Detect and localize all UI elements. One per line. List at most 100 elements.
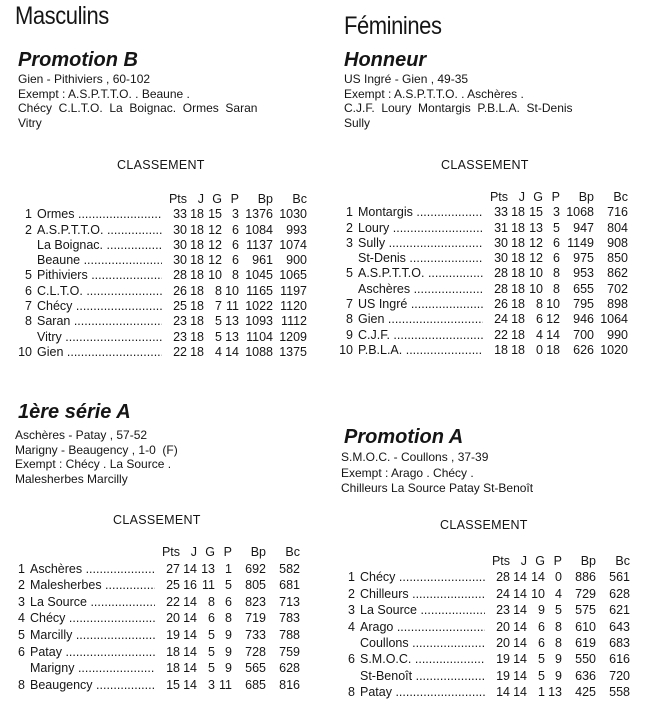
stat-bc: 561 [609, 570, 630, 585]
dot-leader: ........................................… [83, 253, 162, 268]
column-header-j: J [190, 545, 197, 559]
stat-pts: 14 [496, 685, 510, 700]
stat-g: 4 [215, 344, 222, 359]
team-cell: Chécy ..................................… [32, 299, 162, 314]
stat-bp: 961 [252, 253, 273, 268]
stat-bc: 628 [279, 661, 300, 676]
stat-pts: 20 [496, 619, 510, 634]
team-name: Loury [358, 220, 390, 235]
team-cell: Vitry ..................................… [32, 330, 162, 345]
rank: 3 [348, 603, 355, 618]
stat-j: 18 [511, 327, 525, 342]
team-name: Patay [30, 644, 62, 659]
rank: 2 [18, 578, 25, 593]
stat-bc: 993 [286, 222, 307, 237]
team-name: C.J.F. [358, 327, 390, 342]
stat-p: 14 [546, 327, 560, 342]
column-header-bp: Bp [250, 545, 266, 559]
stat-p: 6 [225, 594, 232, 609]
stat-g: 15 [529, 205, 543, 220]
team-name: Chécy [37, 299, 73, 314]
table-row: St-Denis ...............................… [333, 251, 628, 266]
stat-p: 8 [232, 268, 239, 283]
team-name: Chécy [360, 570, 396, 585]
stat-p: 9 [555, 668, 562, 683]
stat-bc: 804 [607, 220, 628, 235]
section-title-masculins: Masculins [15, 2, 109, 30]
team-cell: Pithiviers .............................… [32, 268, 162, 283]
team-cell: St-Denis ...............................… [353, 251, 483, 266]
classement-label: CLASSEMENT [440, 518, 528, 532]
team-header [353, 190, 483, 205]
table-row: 6C.L.T.O. ..............................… [12, 284, 307, 299]
table-header: Pts J G P Bp Bc [333, 190, 628, 205]
stat-bp: 1088 [245, 344, 273, 359]
rank: 6 [348, 652, 355, 667]
stat-bc: 616 [609, 652, 630, 667]
column-header-bp: Bp [257, 192, 273, 206]
stat-j: 18 [511, 235, 525, 250]
stat-pts: 20 [166, 611, 180, 626]
stat-bc: 788 [279, 627, 300, 642]
table-header: Pts J G P Bp Bc [12, 192, 307, 207]
column-header-pts: Pts [489, 190, 508, 204]
team-cell: S.M.O.C. ...............................… [355, 651, 485, 667]
stat-p: 9 [555, 652, 562, 667]
stat-bc: 783 [279, 611, 300, 626]
table-row: La Boignac. ............................… [12, 238, 307, 253]
team-cell: Ormes ..................................… [32, 207, 162, 222]
stat-bp: 886 [575, 570, 596, 585]
stat-j: 18 [190, 237, 204, 252]
dot-leader: ........................................… [73, 314, 162, 329]
stat-pts: 19 [166, 627, 180, 642]
stat-pts: 30 [173, 253, 187, 268]
stat-bp: 1376 [245, 207, 273, 222]
stat-pts: 30 [494, 235, 508, 250]
stat-bc: 850 [607, 251, 628, 266]
result-line: S.M.O.C. - Coullons , 37-39 [341, 450, 489, 464]
table-row: 7US Ingré ..............................… [333, 297, 628, 312]
stat-p: 6 [232, 237, 239, 252]
stat-g: 4 [536, 327, 543, 342]
stat-g: 6 [208, 611, 215, 626]
rank: 8 [18, 677, 25, 692]
stat-g: 12 [208, 253, 222, 268]
dot-leader: ........................................… [412, 635, 485, 650]
dot-leader: ........................................… [75, 627, 155, 642]
stat-j: 18 [190, 344, 204, 359]
dot-leader: ........................................… [393, 327, 483, 342]
stat-g: 10 [531, 586, 545, 601]
rank: 6 [25, 283, 32, 298]
team-name: C.L.T.O. [37, 283, 83, 298]
stat-bc: 900 [286, 253, 307, 268]
team-cell: A.S.P.T.T.O. ...........................… [353, 266, 483, 281]
rank: 8 [25, 314, 32, 329]
stat-bc: 713 [279, 594, 300, 609]
stat-g: 14 [531, 570, 545, 585]
team-cell: C.J.F. .................................… [353, 328, 483, 343]
dot-leader: ........................................… [96, 677, 155, 692]
stat-g: 13 [529, 220, 543, 235]
rank: 2 [346, 220, 353, 235]
team-cell: La Source ..............................… [355, 602, 485, 618]
column-header-bc: Bc [613, 190, 628, 204]
team-header [32, 192, 162, 207]
result-line: Aschères - Patay , 57-52 [15, 428, 148, 442]
team-cell: Montargis ..............................… [353, 205, 483, 220]
team-cell: Patay ..................................… [355, 684, 485, 700]
stat-bp: 1137 [246, 237, 273, 252]
dot-leader: ........................................… [412, 586, 485, 601]
exempt-teams-line: Malesherbes Marcilly [15, 471, 128, 486]
stat-g: 12 [529, 251, 543, 266]
stat-p: 18 [546, 342, 560, 357]
exempt-line: Exempt : A.S.P.T.T.O. . Beaune . [18, 86, 190, 101]
column-header-j: J [197, 192, 204, 206]
stat-bc: 1120 [280, 299, 307, 314]
stat-pts: 23 [496, 603, 510, 618]
team-cell: Chécy ..................................… [25, 610, 155, 627]
team-cell: Malesherbes ............................… [25, 577, 155, 594]
